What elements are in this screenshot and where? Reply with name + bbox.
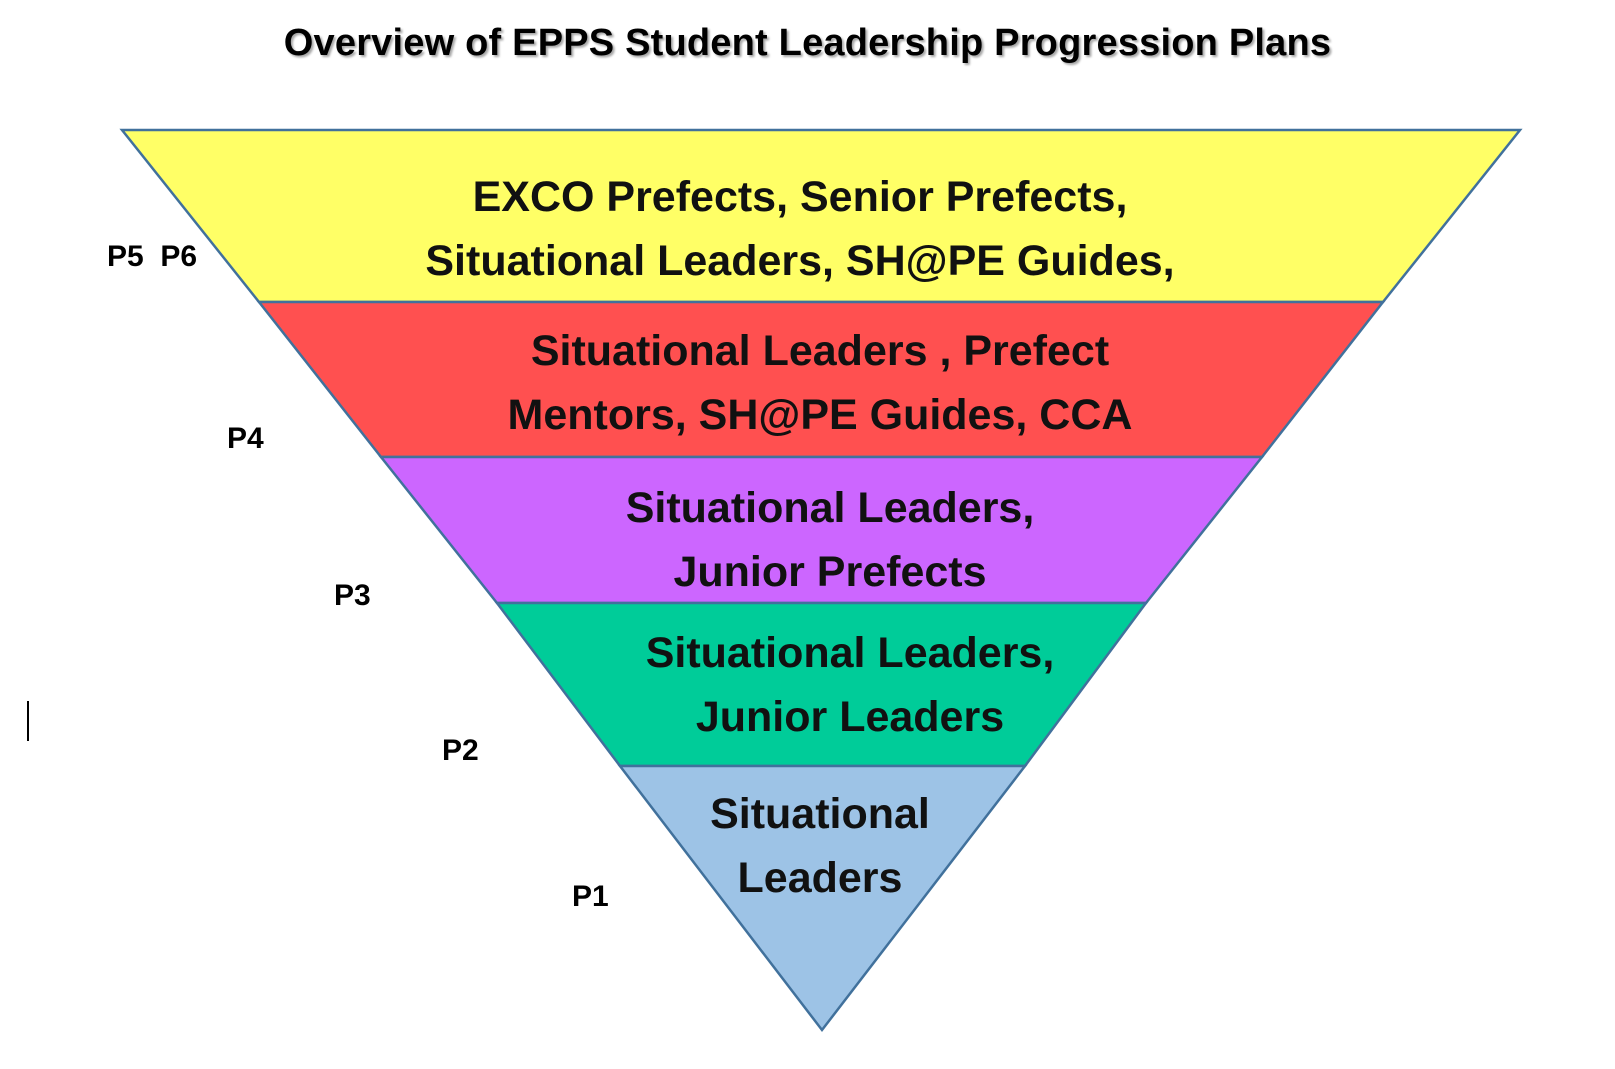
tier-p4-text: Situational Leaders , Prefect Mentors, S… [370, 319, 1270, 447]
tier-p5-p6-line1: EXCO Prefects, Senior Prefects, [472, 173, 1128, 221]
level-label-p2: P2 [442, 734, 479, 767]
tier-p3-line1: Situational Leaders, [625, 484, 1035, 532]
level-label-p1: P1 [572, 880, 609, 913]
tier-p5-p6-text: EXCO Prefects, Senior Prefects, Situatio… [300, 165, 1300, 293]
tier-p1-text: Situational Leaders [670, 782, 970, 910]
tier-p1-line1: Situational [710, 790, 930, 838]
level-label-p4: P4 [227, 422, 264, 455]
tier-p3-text: Situational Leaders, Junior Prefects [520, 476, 1140, 604]
diagram-title: Overview of EPPS Student Leadership Prog… [283, 22, 1332, 64]
tier-p1-line2: Leaders [737, 854, 903, 902]
tier-p2-line1: Situational Leaders, [645, 629, 1055, 677]
tier-p3-line2: Junior Prefects [673, 548, 987, 596]
level-label-p3: P3 [334, 579, 371, 612]
tier-p5-p6-line2: Situational Leaders, SH@PE Guides, [425, 237, 1175, 285]
tier-p2-text: Situational Leaders, Junior Leaders [550, 621, 1150, 749]
level-label-p5-p6: P5 P6 [107, 240, 198, 273]
tier-p4-line1: Situational Leaders , Prefect [530, 327, 1110, 375]
tier-p1-band [617, 764, 1028, 1033]
tier-p4-line2: Mentors, SH@PE Guides, CCA [507, 391, 1133, 439]
text-cursor [27, 701, 29, 741]
tier-p2-line2: Junior Leaders [695, 693, 1005, 741]
